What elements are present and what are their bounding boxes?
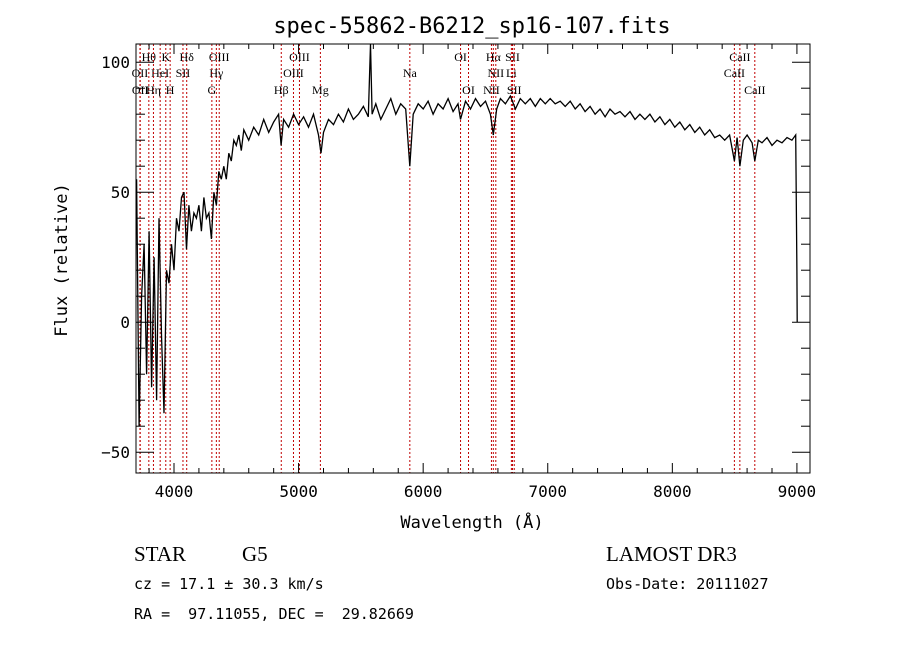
obs-date: Obs-Date: 20111027 (606, 575, 769, 593)
line-marker-label: SII (505, 50, 520, 64)
line-marker-label: Li (506, 66, 517, 80)
y-tick-label: −50 (101, 443, 130, 462)
x-tick-label: 7000 (528, 482, 567, 501)
line-marker-label: HeI (151, 66, 169, 80)
line-marker-label: Mg (312, 83, 329, 97)
x-axis-label: Wavelength (Å) (400, 511, 543, 533)
line-marker-label: OIII (209, 50, 230, 64)
line-marker-label: NII (483, 83, 500, 97)
line-marker-label: K (161, 50, 170, 64)
line-marker-label: Hδ (180, 50, 195, 64)
object-class: STAR (134, 542, 186, 566)
x-tick-label: 9000 (778, 482, 817, 501)
x-tick-label: 6000 (404, 482, 443, 501)
line-marker-label: SII (507, 83, 522, 97)
line-marker-label: Hη (146, 83, 161, 97)
line-marker-label: CaII (724, 66, 745, 80)
line-marker-label: OI (454, 50, 467, 64)
redshift-cz: cz = 17.1 ± 30.3 km/s (134, 575, 324, 593)
x-tick-label: 8000 (653, 482, 692, 501)
line-marker-label: Hθ (142, 50, 157, 64)
line-marker-label: OIII (283, 66, 304, 80)
plot-frame (135, 43, 811, 474)
chart-title: spec-55862-B6212_sp16-107.fits (273, 14, 670, 39)
object-subclass: G5 (242, 542, 268, 566)
axes: 4000 5000 6000 7000 8000 9000 −50 0 50 100 (101, 44, 816, 501)
y-tick-label: 100 (101, 53, 130, 72)
y-axis-label: Flux (relative) (52, 183, 72, 337)
y-tick-label: 50 (111, 183, 130, 202)
line-marker-label: OI (462, 83, 475, 97)
line-marker-label: SII (176, 66, 191, 80)
series-layer (136, 44, 798, 427)
line-marker-label: Na (403, 66, 418, 80)
line-marker-label: Hα (486, 50, 502, 64)
y-tick-label: 0 (120, 313, 130, 332)
ra-dec: RA = 97.11055, DEC = 29.82669 (134, 605, 414, 623)
line-marker-label: CaII (729, 50, 750, 64)
series-line-spectrum (136, 44, 798, 427)
line-marker-label: CaII (744, 83, 765, 97)
line-marker-label: G (208, 83, 217, 97)
line-marker-label: H (166, 83, 175, 97)
line-marker-label: Hβ (274, 83, 289, 97)
line-marker-label: OIII (289, 50, 310, 64)
x-tick-label: 5000 (279, 482, 318, 501)
x-tick-label: 4000 (155, 482, 194, 501)
survey-name: LAMOST DR3 (606, 542, 737, 566)
line-marker-label: Hγ (209, 66, 224, 80)
line-marker-label: NII (487, 66, 504, 80)
